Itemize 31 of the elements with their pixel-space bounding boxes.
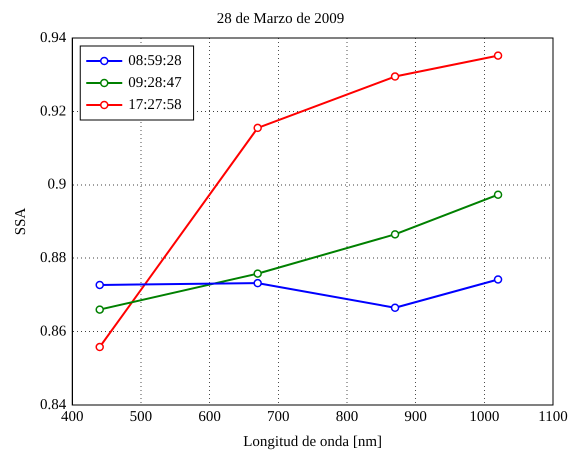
x-tick-label: 1000 [469, 408, 500, 425]
x-tick-label: 900 [404, 408, 427, 425]
point [95, 280, 104, 290]
x-tick-label: 1100 [538, 408, 568, 425]
legend-label: 08:59:28 [128, 52, 182, 69]
x-tick-label: 400 [61, 408, 84, 425]
point [390, 230, 400, 239]
y-tick-label: 0.94 [40, 30, 67, 46]
point [390, 72, 400, 81]
x-tick-label: 700 [267, 408, 290, 425]
y-axis-title: SSA [12, 208, 29, 236]
point [494, 51, 502, 60]
point [390, 303, 400, 312]
point [95, 305, 104, 314]
point [253, 278, 262, 288]
point [494, 275, 502, 284]
x-tick-label: 500 [130, 408, 152, 425]
legend-label: 17:27:58 [128, 96, 182, 113]
x-tick-label: 600 [198, 408, 221, 425]
y-tick-label: 0.86 [40, 324, 67, 340]
y-tick-label: 0.92 [40, 103, 66, 120]
legend-label: 09:28:47 [128, 74, 182, 91]
point [253, 124, 262, 132]
x-tick-label: 800 [336, 408, 358, 425]
x-axis-title: Longitud de onda [nm] [243, 434, 382, 450]
point [253, 269, 262, 278]
chart-title: 28 de Marzo de 2009 [216, 10, 344, 27]
point [494, 190, 502, 199]
point [95, 342, 104, 352]
y-tick-label: 0.9 [48, 176, 66, 193]
y-tick-label: 0.88 [40, 250, 66, 266]
